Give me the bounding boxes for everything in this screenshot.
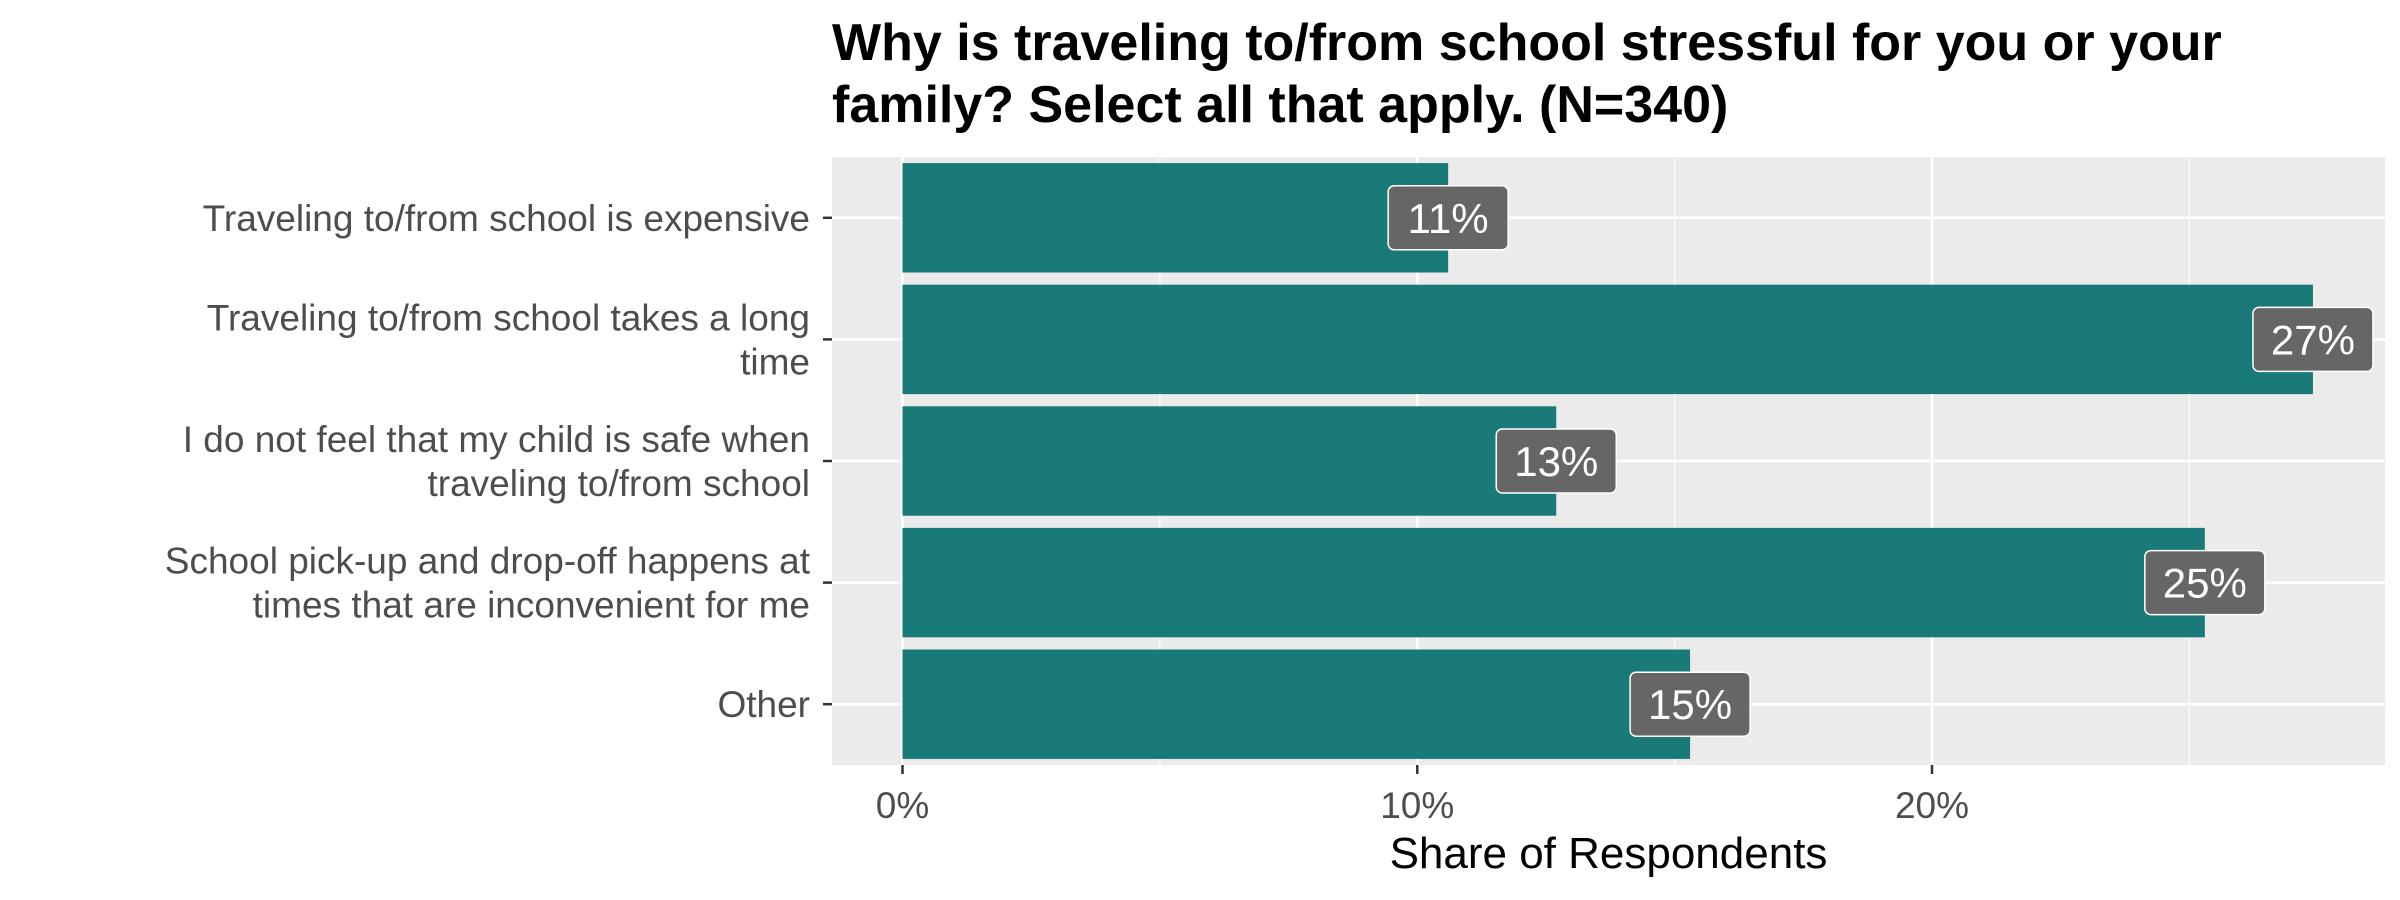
data-label-text: 27% bbox=[2271, 316, 2355, 363]
data-labels: 11% 27% 13% 25% 15% bbox=[1387, 185, 2374, 737]
data-label: 11% bbox=[1387, 185, 1509, 251]
data-label-box bbox=[2252, 306, 2374, 373]
x-axis: 0% 10% 20% bbox=[876, 765, 1969, 826]
y-tick-label: Traveling to/from school is expensive bbox=[203, 198, 810, 239]
x-axis-title: Share of Respondents bbox=[1390, 829, 1828, 878]
data-label: 15% bbox=[1629, 671, 1751, 737]
data-label-box bbox=[1387, 185, 1509, 251]
data-label-text: 25% bbox=[2163, 560, 2247, 607]
y-tick-label-line: School pick-up and drop-off happens at bbox=[165, 541, 811, 582]
bar bbox=[902, 163, 1449, 273]
data-label: 27% bbox=[2252, 306, 2374, 373]
chart-title-line: family? Select all that apply. (N=340) bbox=[832, 76, 1728, 134]
y-tick-label-line: times that are inconvenient for me bbox=[253, 585, 810, 626]
y-tick-label: I do not feel that my child is safe when… bbox=[183, 419, 810, 504]
chart-title-line: Why is traveling to/from school stressfu… bbox=[832, 14, 2222, 72]
y-tick-label: Traveling to/from school takes a long tim… bbox=[207, 297, 810, 382]
y-tick-label-line: traveling to/from school bbox=[427, 463, 810, 504]
y-tick-label: School pick-up and drop-off happens at ti… bbox=[165, 541, 811, 626]
data-label-text: 11% bbox=[1408, 195, 1489, 242]
x-tick-label: 20% bbox=[1895, 785, 1969, 826]
y-tick-label-line: time bbox=[740, 341, 810, 382]
y-tick-label-line: Traveling to/from school takes a long bbox=[207, 297, 810, 338]
y-tick-label-line: I do not feel that my child is safe when bbox=[183, 419, 810, 460]
y-tick-label-line: Traveling to/from school is expensive bbox=[203, 198, 810, 239]
x-tick-label: 0% bbox=[876, 785, 929, 826]
chart-title: Why is traveling to/from school stressfu… bbox=[832, 14, 2222, 134]
y-axis: Traveling to/from school is expensive Tra… bbox=[165, 198, 832, 725]
bar bbox=[902, 527, 2205, 638]
data-label: 25% bbox=[2144, 549, 2266, 616]
data-label-box bbox=[1495, 428, 1618, 494]
data-label: 13% bbox=[1495, 428, 1618, 494]
y-tick-label: Other bbox=[717, 684, 810, 725]
data-label-text: 13% bbox=[1514, 438, 1598, 485]
bar bbox=[902, 649, 1691, 759]
data-label-box bbox=[1629, 671, 1751, 737]
x-tick-label: 10% bbox=[1380, 785, 1454, 826]
data-label-text: 15% bbox=[1648, 681, 1732, 728]
bar bbox=[902, 284, 2313, 395]
bar bbox=[902, 406, 1557, 516]
bars bbox=[902, 163, 2313, 759]
y-tick-label-line: Other bbox=[717, 684, 810, 725]
data-label-box bbox=[2144, 549, 2266, 616]
